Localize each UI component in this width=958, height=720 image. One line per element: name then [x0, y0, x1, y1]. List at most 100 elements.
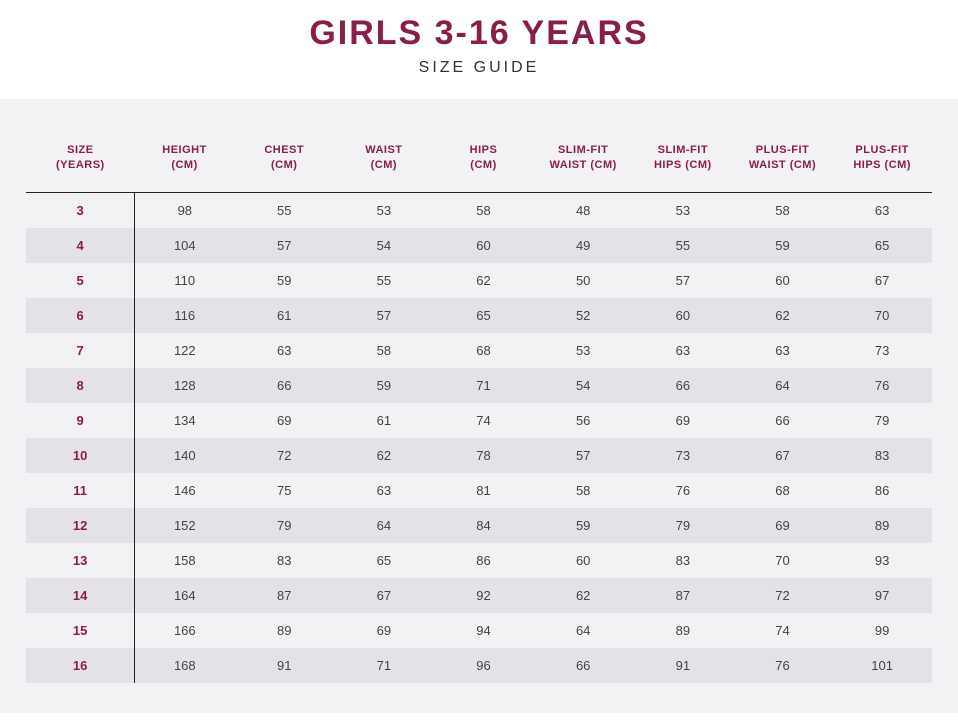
value-cell: 65 — [334, 543, 434, 578]
column-header-line2: (YEARS) — [56, 159, 105, 171]
value-cell: 63 — [832, 192, 932, 228]
value-cell: 83 — [832, 438, 932, 473]
table-row: 1014072627857736783 — [26, 438, 932, 473]
column-header: SLIM-FITWAIST (CM) — [533, 129, 633, 192]
value-cell: 146 — [135, 473, 235, 508]
value-cell: 59 — [533, 508, 633, 543]
value-cell: 110 — [135, 263, 235, 298]
value-cell: 62 — [434, 263, 534, 298]
value-cell: 67 — [334, 578, 434, 613]
value-cell: 63 — [733, 333, 833, 368]
value-cell: 55 — [334, 263, 434, 298]
column-header-line2: HIPS (CM) — [853, 159, 911, 171]
table-row: 1416487679262877297 — [26, 578, 932, 613]
value-cell: 64 — [733, 368, 833, 403]
table-row: 511059556250576067 — [26, 263, 932, 298]
value-cell: 48 — [533, 192, 633, 228]
column-header-line1: HEIGHT — [162, 144, 207, 156]
table-row: 712263586853636373 — [26, 333, 932, 368]
value-cell: 70 — [733, 543, 833, 578]
value-cell: 81 — [434, 473, 534, 508]
value-cell: 57 — [533, 438, 633, 473]
value-cell: 49 — [533, 228, 633, 263]
size-cell: 4 — [26, 228, 135, 263]
value-cell: 94 — [434, 613, 534, 648]
value-cell: 158 — [135, 543, 235, 578]
column-header: SIZE(YEARS) — [26, 129, 135, 192]
value-cell: 57 — [234, 228, 334, 263]
value-cell: 64 — [533, 613, 633, 648]
column-header-line1: PLUS-FIT — [855, 144, 909, 156]
value-cell: 65 — [434, 298, 534, 333]
value-cell: 66 — [633, 368, 733, 403]
value-cell: 62 — [533, 578, 633, 613]
column-header: PLUS-FITWAIST (CM) — [733, 129, 833, 192]
column-header: CHEST(CM) — [234, 129, 334, 192]
value-cell: 59 — [733, 228, 833, 263]
column-header: SLIM-FITHIPS (CM) — [633, 129, 733, 192]
value-cell: 97 — [832, 578, 932, 613]
value-cell: 59 — [334, 368, 434, 403]
value-cell: 58 — [733, 192, 833, 228]
value-cell: 60 — [733, 263, 833, 298]
value-cell: 69 — [733, 508, 833, 543]
value-cell: 89 — [633, 613, 733, 648]
value-cell: 58 — [533, 473, 633, 508]
value-cell: 68 — [733, 473, 833, 508]
column-header-line2: HIPS (CM) — [654, 159, 712, 171]
value-cell: 140 — [135, 438, 235, 473]
value-cell: 134 — [135, 403, 235, 438]
table-row: 1516689699464897499 — [26, 613, 932, 648]
value-cell: 62 — [733, 298, 833, 333]
value-cell: 57 — [633, 263, 733, 298]
value-cell: 65 — [832, 228, 932, 263]
table-row: 1114675638158766886 — [26, 473, 932, 508]
size-guide-table: SIZE(YEARS)HEIGHT(CM)CHEST(CM)WAIST(CM)H… — [26, 129, 932, 683]
value-cell: 74 — [733, 613, 833, 648]
value-cell: 87 — [633, 578, 733, 613]
value-cell: 79 — [234, 508, 334, 543]
value-cell: 54 — [533, 368, 633, 403]
value-cell: 75 — [234, 473, 334, 508]
column-header: HEIGHT (CM) — [135, 129, 235, 192]
value-cell: 89 — [832, 508, 932, 543]
column-header-line1: HIPS — [470, 144, 498, 156]
value-cell: 74 — [434, 403, 534, 438]
value-cell: 116 — [135, 298, 235, 333]
value-cell: 60 — [434, 228, 534, 263]
value-cell: 71 — [434, 368, 534, 403]
value-cell: 72 — [234, 438, 334, 473]
table-row: 1315883658660837093 — [26, 543, 932, 578]
value-cell: 56 — [533, 403, 633, 438]
value-cell: 84 — [434, 508, 534, 543]
value-cell: 71 — [334, 648, 434, 683]
value-cell: 61 — [234, 298, 334, 333]
value-cell: 59 — [234, 263, 334, 298]
column-header-line2: (CM) — [371, 159, 397, 171]
value-cell: 53 — [334, 192, 434, 228]
value-cell: 79 — [832, 403, 932, 438]
value-cell: 78 — [434, 438, 534, 473]
value-cell: 54 — [334, 228, 434, 263]
value-cell: 98 — [135, 192, 235, 228]
column-header-line2: WAIST (CM) — [749, 159, 816, 171]
size-cell: 11 — [26, 473, 135, 508]
value-cell: 58 — [434, 192, 534, 228]
table-row: 410457546049555965 — [26, 228, 932, 263]
value-cell: 69 — [334, 613, 434, 648]
value-cell: 152 — [135, 508, 235, 543]
value-cell: 62 — [334, 438, 434, 473]
page-subtitle: SIZE GUIDE — [0, 59, 958, 77]
size-cell: 16 — [26, 648, 135, 683]
column-header: HIPS(CM) — [434, 129, 534, 192]
value-cell: 79 — [633, 508, 733, 543]
value-cell: 83 — [234, 543, 334, 578]
value-cell: 70 — [832, 298, 932, 333]
table-header: SIZE(YEARS)HEIGHT(CM)CHEST(CM)WAIST(CM)H… — [26, 129, 932, 192]
value-cell: 58 — [334, 333, 434, 368]
page-title: GIRLS 3-16 YEARS — [0, 14, 958, 53]
column-header-line2: (CM) — [171, 159, 197, 171]
value-cell: 73 — [832, 333, 932, 368]
value-cell: 87 — [234, 578, 334, 613]
value-cell: 104 — [135, 228, 235, 263]
